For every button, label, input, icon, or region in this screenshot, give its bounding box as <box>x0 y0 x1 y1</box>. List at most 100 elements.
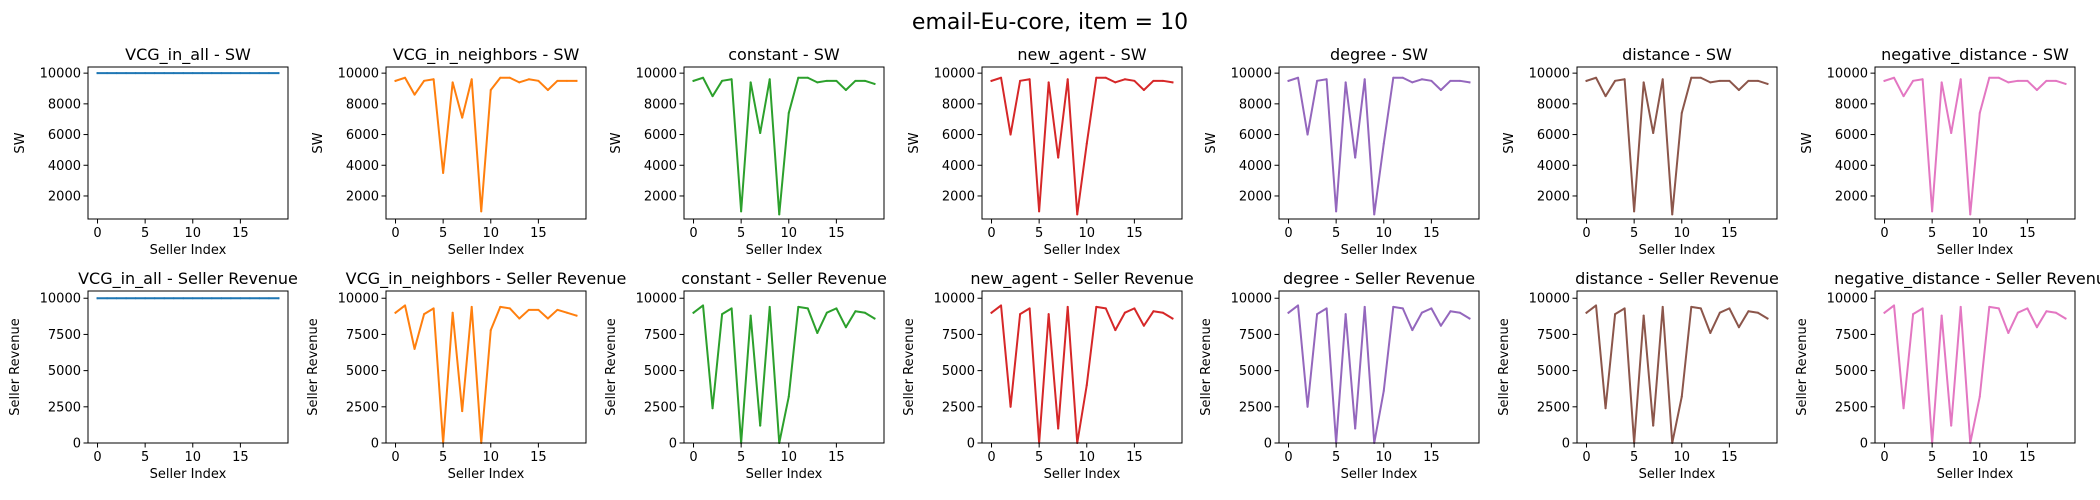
data-point <box>106 297 109 300</box>
data-point <box>432 78 435 81</box>
data-point <box>489 329 492 332</box>
y-tick-label: 7500 <box>1537 328 1570 343</box>
data-point <box>1997 307 2000 310</box>
x-tick-label: 0 <box>1284 450 1292 465</box>
subplot: 0 5 10 15 2000 4000 6000 8000 10000 new_agent - S… <box>907 45 1183 258</box>
y-tick-label: 4000 <box>48 159 81 174</box>
subplot-title: constant - SW <box>728 45 840 64</box>
x-tick-label: 5 <box>1332 450 1340 465</box>
y-tick-label: 10000 <box>934 292 975 307</box>
data-point <box>125 72 128 75</box>
y-tick-label: 0 <box>1264 437 1272 452</box>
data-point <box>248 297 251 300</box>
data-point <box>2016 311 2019 314</box>
y-tick-label: 10000 <box>636 292 677 307</box>
data-point <box>1019 313 1022 316</box>
data-point <box>163 72 166 75</box>
subplot: 0 5 10 15 0 2500 5000 7500 10000 VCG_in_neighbors… <box>306 269 626 482</box>
data-point <box>1152 79 1155 82</box>
x-tick-label: 15 <box>2019 450 2036 465</box>
data-point <box>537 79 540 82</box>
subplot-title: constant - Seller Revenue <box>681 269 887 288</box>
data-point <box>1038 210 1041 213</box>
y-tick-label: 5000 <box>942 364 975 379</box>
data-point <box>201 297 204 300</box>
data-point <box>1095 76 1098 79</box>
data-point <box>806 307 809 310</box>
data-point <box>1161 79 1164 82</box>
x-tick-label: 15 <box>232 226 249 241</box>
y-tick-label: 6000 <box>346 128 379 143</box>
data-point <box>1095 305 1098 308</box>
data-point <box>1085 384 1088 387</box>
y-tick-label: 10000 <box>40 292 81 307</box>
x-tick-label: 5 <box>737 450 745 465</box>
y-tick-label: 6000 <box>1537 128 1570 143</box>
data-point <box>1325 307 1328 310</box>
data-point <box>1420 311 1423 314</box>
y-tick-label: 4000 <box>1537 159 1570 174</box>
data-point <box>277 297 280 300</box>
data-point <box>1439 324 1442 327</box>
y-axis-label: Seller Revenue <box>604 318 619 416</box>
data-point <box>220 297 223 300</box>
y-tick-label: 7500 <box>346 328 379 343</box>
x-axis-label: Seller Index <box>746 467 823 482</box>
x-tick-label: 5 <box>1035 450 1043 465</box>
x-tick-label: 10 <box>184 226 201 241</box>
data-point <box>2054 79 2057 82</box>
data-point <box>1623 307 1626 310</box>
data-point <box>797 305 800 308</box>
data-point <box>1057 156 1060 159</box>
axes-frame <box>1874 290 2076 444</box>
x-tick-label: 10 <box>780 226 797 241</box>
data-point <box>267 297 270 300</box>
x-tick-label: 15 <box>530 226 547 241</box>
y-tick-label: 2000 <box>644 189 677 204</box>
y-axis-label: SW <box>13 132 28 153</box>
y-tick-label: 10000 <box>1231 67 1272 82</box>
y-tick-label: 6000 <box>942 128 975 143</box>
axes-frame <box>1576 290 1778 444</box>
data-point <box>1363 305 1366 308</box>
data-point <box>115 297 118 300</box>
x-axis-label: Seller Index <box>1341 243 1418 258</box>
y-axis-label: SW <box>1800 132 1815 153</box>
x-tick-label: 5 <box>141 450 149 465</box>
x-tick-label: 5 <box>1630 226 1638 241</box>
y-tick-label: 10000 <box>1529 292 1570 307</box>
subplot-title: VCG_in_all - SW <box>125 45 251 65</box>
axes-frame <box>1278 66 1480 220</box>
x-tick-label: 5 <box>439 226 447 241</box>
data-point <box>461 410 464 413</box>
data-point <box>1019 79 1022 82</box>
data-point <box>1306 405 1309 408</box>
data-point <box>863 311 866 314</box>
data-point <box>711 407 714 410</box>
data-point <box>759 424 762 427</box>
data-point <box>721 79 724 82</box>
y-tick-label: 0 <box>73 437 81 452</box>
subplot: 0 5 10 15 2000 4000 6000 8000 10000 VCG_in_neighb… <box>311 45 587 258</box>
data-point <box>229 72 232 75</box>
x-axis-label: Seller Index <box>1341 467 1418 482</box>
x-tick-label: 10 <box>1375 450 1392 465</box>
data-point <box>125 297 128 300</box>
data-point <box>134 297 137 300</box>
data-point <box>1354 156 1357 159</box>
data-point <box>1297 304 1300 307</box>
data-point <box>518 317 521 320</box>
y-tick-label: 2000 <box>1537 189 1570 204</box>
data-point <box>1458 79 1461 82</box>
x-tick-label: 5 <box>1332 226 1340 241</box>
y-tick-label: 6000 <box>644 128 677 143</box>
data-point <box>1940 81 1943 84</box>
data-point <box>1718 311 1721 314</box>
data-point <box>825 311 828 314</box>
y-tick-label: 6000 <box>48 128 81 143</box>
y-tick-label: 6000 <box>1835 128 1868 143</box>
x-tick-label: 10 <box>1971 450 1988 465</box>
data-point <box>172 297 175 300</box>
data-point <box>692 311 695 314</box>
data-point <box>1392 305 1395 308</box>
